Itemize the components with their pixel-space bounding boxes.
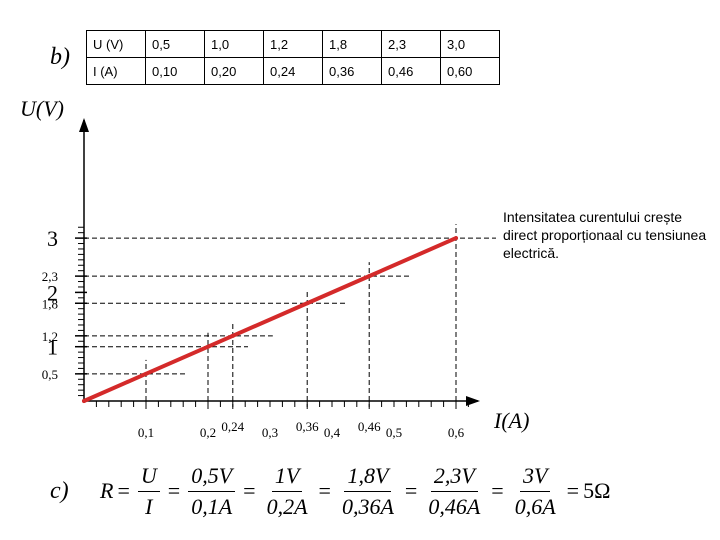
data-point — [230, 333, 235, 338]
fraction-numerator: 1V — [271, 463, 303, 492]
formula-fraction: U I — [137, 463, 160, 520]
y-axis-label: U(V) — [20, 96, 64, 121]
table-row: U (V) 0,5 1,0 1,2 1,8 2,3 3,0 — [86, 30, 500, 58]
fraction-denominator: 0,1A — [191, 493, 233, 519]
table-cell: 0,46 — [381, 57, 441, 85]
fraction-numerator: 0,5V — [188, 463, 236, 492]
table-cell: 1,0 — [204, 30, 264, 58]
data-point — [367, 274, 372, 279]
formula-fraction: 1V 0,2A — [264, 463, 311, 520]
fraction-numerator: 3V — [519, 463, 551, 492]
table-cell: 0,5 — [145, 30, 205, 58]
fraction-denominator: 0,36A — [341, 493, 394, 519]
formula-equals: = — [404, 478, 418, 503]
y-tick-label: 1,2 — [42, 329, 58, 344]
table-cell: 1,2 — [263, 30, 323, 58]
table-cell: 0,36 — [322, 57, 382, 85]
data-point — [144, 371, 148, 376]
fraction-denominator: 0,2A — [266, 493, 308, 519]
fraction-denominator: 0,46A — [428, 493, 481, 519]
formula-equals: = — [491, 478, 504, 503]
data-point — [206, 344, 210, 349]
x-tick-label: 0,24 — [221, 419, 244, 434]
fraction-numerator: 1,8V — [344, 463, 392, 492]
x-tick-label: 0,36 — [296, 419, 319, 434]
formula-equals: = — [167, 478, 181, 503]
data-point — [454, 236, 458, 241]
fraction-denominator: I — [145, 493, 153, 519]
part-b-label: b) — [50, 44, 70, 70]
data-point — [82, 399, 86, 403]
table-cell: 0,20 — [204, 57, 264, 85]
formula-equals: = — [243, 478, 256, 503]
formula-equals: = — [117, 478, 130, 503]
part-c-label: c) — [50, 478, 69, 504]
y-tick-label: 2 — [47, 280, 58, 305]
table-cell: 0,10 — [145, 57, 205, 85]
table-row: I (A) 0,10 0,20 0,24 0,36 0,46 0,60 — [86, 57, 500, 85]
x-tick-label: 0,46 — [358, 419, 381, 434]
formula-fraction: 3V 0,6A — [512, 463, 559, 520]
formula-equals: = — [318, 478, 331, 503]
table-cell: 0,60 — [440, 57, 500, 85]
y-axis-arrow — [79, 118, 89, 132]
table-cell: 0,24 — [263, 57, 323, 85]
formula-result: 5Ω — [583, 478, 611, 503]
y-tick-label: 1,8 — [42, 296, 58, 311]
data-table: U (V) 0,5 1,0 1,2 1,8 2,3 3,0 I (A) 0,10… — [86, 30, 500, 85]
conclusion-note: Intensitatea curentului crește direct pr… — [503, 209, 707, 261]
table-cell: 1,8 — [322, 30, 382, 58]
y-tick-label: 3 — [47, 226, 58, 251]
fraction-denominator: 0,6A — [514, 493, 556, 519]
chart-svg: 0,5 11,2 1,822,3 3 0,1 0,2 0,24 0,3 0,36 0,4 0,46 0… — [20, 96, 529, 440]
chart-layer: 0,5 11,2 1,822,3 3 0,1 0,2 0,24 0,3 0,36 0,4 0,46 0… — [42, 118, 496, 440]
y-tick-label: 2,3 — [42, 269, 58, 284]
table-cell: 2,3 — [381, 30, 441, 58]
x-tick-label: 0,6 — [448, 425, 465, 440]
formula-fraction: 0,5V 0,1A — [188, 463, 236, 520]
x-axis-label: I(A) — [493, 408, 529, 433]
fraction-numerator: 2,3V — [430, 463, 478, 492]
x-axis-arrow — [466, 396, 480, 406]
resistance-formula: R = U I = 0,5V 0,1A = 1V 0,2A = 1,8V 0,3… — [100, 456, 610, 526]
y-tick-label: 0,5 — [42, 367, 58, 382]
formula-lhs: R — [100, 478, 114, 503]
table-cell: 3,0 — [440, 30, 500, 58]
formula-equals: = — [566, 478, 580, 503]
table-cell: I (A) — [86, 57, 146, 85]
table-cell: U (V) — [86, 30, 146, 58]
fraction-numerator: U — [137, 463, 160, 492]
x-tick-label: 0,4 — [324, 425, 341, 440]
data-point — [305, 301, 310, 306]
formula-fraction: 2,3V 0,46A — [425, 463, 483, 520]
x-tick-label: 0,3 — [262, 425, 278, 440]
x-tick-label: 0,2 — [200, 425, 216, 440]
y-tick-label: 1 — [47, 335, 58, 360]
data-line — [82, 236, 458, 403]
x-tick-label: 0,1 — [138, 425, 154, 440]
formula-fraction: 1,8V 0,36A — [339, 463, 397, 520]
x-tick-label: 0,5 — [386, 425, 402, 440]
